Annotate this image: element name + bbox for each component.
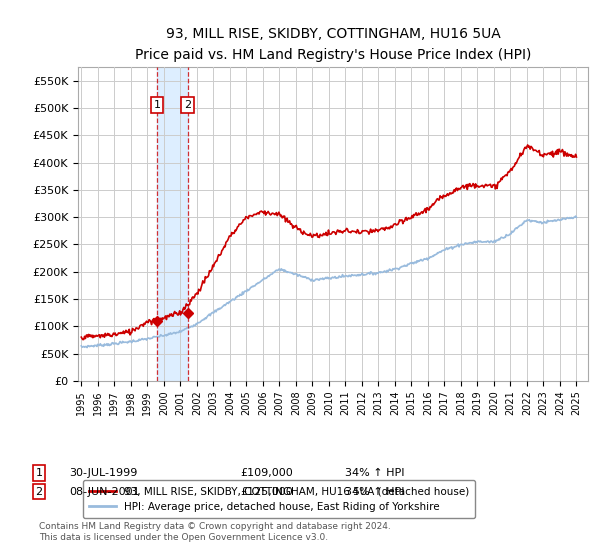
- Bar: [157, 67, 188, 381]
- Text: 30-JUL-1999: 30-JUL-1999: [69, 468, 137, 478]
- Text: £125,000: £125,000: [240, 487, 293, 497]
- Text: 34% ↑ HPI: 34% ↑ HPI: [345, 487, 404, 497]
- Text: 2: 2: [35, 487, 43, 497]
- Text: This data is licensed under the Open Government Licence v3.0.: This data is licensed under the Open Gov…: [39, 533, 328, 542]
- Text: 1: 1: [154, 100, 160, 110]
- Title: 93, MILL RISE, SKIDBY, COTTINGHAM, HU16 5UA
Price paid vs. HM Land Registry's Ho: 93, MILL RISE, SKIDBY, COTTINGHAM, HU16 …: [135, 27, 531, 62]
- Text: £109,000: £109,000: [240, 468, 293, 478]
- Text: Contains HM Land Registry data © Crown copyright and database right 2024.: Contains HM Land Registry data © Crown c…: [39, 522, 391, 531]
- Text: 34% ↑ HPI: 34% ↑ HPI: [345, 468, 404, 478]
- Text: 2: 2: [184, 100, 191, 110]
- Legend: 93, MILL RISE, SKIDBY, COTTINGHAM, HU16 5UA (detached house), HPI: Average price: 93, MILL RISE, SKIDBY, COTTINGHAM, HU16 …: [83, 480, 475, 518]
- Text: 1: 1: [35, 468, 43, 478]
- Text: 08-JUN-2001: 08-JUN-2001: [69, 487, 140, 497]
